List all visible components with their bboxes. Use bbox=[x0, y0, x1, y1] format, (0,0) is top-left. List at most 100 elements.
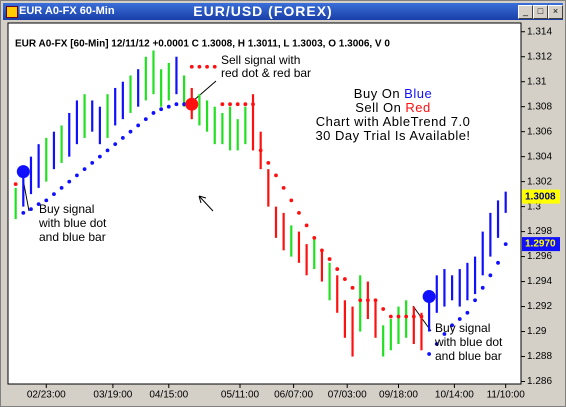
y-tick-label: 1.312 bbox=[527, 51, 552, 62]
stop-dot bbox=[373, 298, 378, 303]
y-tick-label: 1.294 bbox=[527, 276, 552, 287]
stop-dot bbox=[434, 342, 439, 346]
stop-dot bbox=[274, 173, 278, 178]
stop-dot bbox=[120, 136, 125, 140]
stop-dot bbox=[411, 314, 416, 319]
stop-dot bbox=[151, 111, 156, 115]
stop-dot bbox=[228, 102, 232, 107]
y-tick-label: 1.292 bbox=[527, 301, 552, 312]
stop-dot bbox=[29, 207, 33, 212]
annotation: and blue bar bbox=[39, 230, 106, 244]
promo-text: Red bbox=[405, 100, 430, 115]
promo-line: Buy On Blue bbox=[354, 86, 432, 101]
y-tick-label: 1.31 bbox=[527, 76, 547, 87]
stop-dot bbox=[450, 323, 454, 328]
x-tick-label: 07/03:00 bbox=[328, 390, 367, 401]
annotation: with blue dot bbox=[38, 216, 107, 230]
stop-dot bbox=[235, 102, 240, 107]
stop-dot bbox=[503, 242, 508, 246]
stop-dot bbox=[327, 257, 332, 261]
x-tick-label: 11/10:00 bbox=[487, 390, 526, 401]
x-tick-label: 05/11:00 bbox=[221, 390, 260, 401]
stop-dot bbox=[496, 260, 500, 265]
annotation: Buy signal bbox=[435, 321, 490, 335]
price-label: 1.3008 bbox=[525, 191, 556, 202]
y-tick-label: 1.304 bbox=[527, 151, 552, 162]
stop-dot bbox=[182, 102, 187, 107]
x-tick-label: 03/19:00 bbox=[93, 390, 132, 401]
chart-header: EUR A0-FX [60-Min] 12/11/12 +0.0001 C 1.… bbox=[15, 39, 390, 50]
stop-dot bbox=[82, 167, 87, 172]
stop-dot bbox=[473, 298, 477, 303]
y-tick-label: 1.3 bbox=[527, 201, 541, 212]
window-caption: EUR A0-FX 60-Min bbox=[19, 5, 115, 17]
stop-dot bbox=[297, 210, 301, 215]
promo-line: Chart with AbleTrend 7.0 bbox=[316, 114, 471, 129]
signal-dot bbox=[422, 290, 436, 304]
window-title: EUR/USD (FOREX) bbox=[193, 3, 333, 19]
stop-dot bbox=[36, 202, 41, 207]
title-bar: EUR A0-FX 60-Min EUR/USD (FOREX) _ □ × bbox=[3, 3, 563, 20]
price-label: 1.2970 bbox=[525, 239, 556, 250]
stop-dot bbox=[442, 332, 447, 336]
stop-dot bbox=[281, 185, 286, 190]
stop-dot bbox=[388, 314, 393, 319]
x-tick-label: 09/18:00 bbox=[379, 390, 418, 401]
stop-dot bbox=[404, 314, 409, 319]
y-tick-label: 1.286 bbox=[527, 376, 552, 387]
stop-dot bbox=[243, 102, 248, 107]
stop-dot bbox=[189, 64, 194, 69]
y-tick-label: 1.298 bbox=[527, 226, 552, 237]
stop-dot bbox=[75, 173, 79, 178]
price-label-box bbox=[522, 237, 560, 252]
annotation: Buy signal bbox=[39, 202, 94, 216]
y-tick-label: 1.302 bbox=[527, 176, 552, 187]
minimize-button[interactable]: _ bbox=[518, 5, 533, 19]
maximize-button[interactable]: □ bbox=[533, 5, 548, 19]
stop-dot bbox=[205, 64, 209, 69]
stop-dot bbox=[197, 64, 202, 69]
stop-dot bbox=[289, 198, 294, 203]
stop-dot bbox=[480, 285, 485, 290]
signal-dot bbox=[185, 97, 199, 111]
stop-dot bbox=[350, 285, 355, 290]
stop-dot bbox=[166, 104, 171, 109]
promo-text: Blue bbox=[404, 86, 432, 101]
promo-text: Chart with AbleTrend 7.0 bbox=[316, 114, 471, 129]
stop-dot bbox=[342, 277, 347, 281]
stop-dot bbox=[90, 161, 95, 165]
stop-dot bbox=[97, 154, 102, 159]
stop-dot bbox=[320, 248, 324, 253]
stop-dot bbox=[365, 298, 370, 303]
y-tick-label: 1.288 bbox=[527, 351, 552, 362]
stop-dot bbox=[457, 317, 462, 321]
app-icon bbox=[6, 6, 18, 18]
promo-text: Sell On bbox=[355, 100, 401, 115]
stop-dot bbox=[220, 102, 225, 107]
stop-dot bbox=[251, 102, 255, 107]
stop-dot bbox=[212, 64, 217, 69]
stop-dot bbox=[258, 148, 263, 153]
x-tick-label: 02/23:00 bbox=[27, 390, 66, 401]
stop-dot bbox=[143, 117, 148, 122]
x-tick-label: 06/07:00 bbox=[274, 390, 313, 401]
annotation: Sell signal with bbox=[221, 53, 300, 67]
stop-dot bbox=[174, 102, 179, 107]
stop-dot bbox=[304, 223, 309, 228]
stop-dot bbox=[358, 298, 363, 303]
stop-dot bbox=[13, 182, 18, 187]
promo-text: Buy On bbox=[354, 86, 400, 101]
close-button[interactable]: × bbox=[548, 5, 563, 19]
stop-dot bbox=[381, 307, 386, 311]
annotation: red dot & red bar bbox=[221, 66, 311, 80]
y-tick-label: 1.308 bbox=[527, 101, 552, 112]
promo-text: 30 Day Trial Is Available! bbox=[315, 128, 470, 143]
stop-dot bbox=[335, 267, 340, 271]
stop-dot bbox=[44, 198, 49, 203]
promo-line: 30 Day Trial Is Available! bbox=[315, 128, 470, 143]
stop-dot bbox=[159, 107, 164, 112]
stop-dot bbox=[427, 352, 432, 356]
stop-dot bbox=[312, 235, 317, 240]
